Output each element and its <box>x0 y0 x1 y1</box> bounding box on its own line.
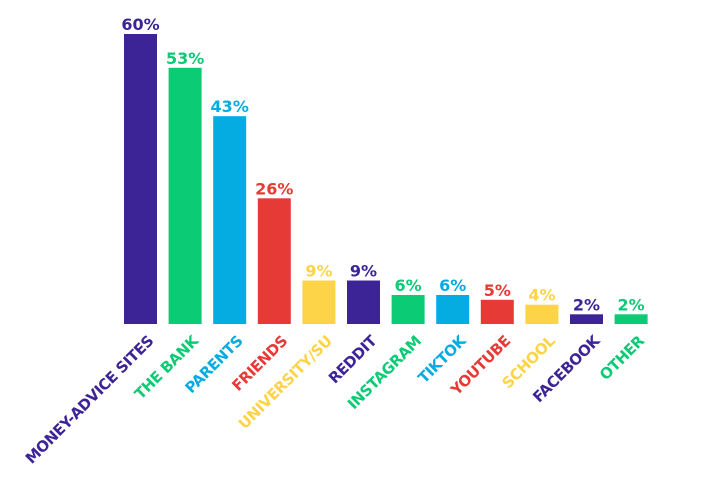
value-label-school: 4% <box>528 286 555 305</box>
bar-school <box>525 304 559 324</box>
bar-other <box>614 314 648 324</box>
value-label-the-bank: 53% <box>166 49 204 68</box>
bar-money-advice-sites <box>124 34 157 324</box>
value-label-money-advice-sites: 60% <box>121 15 159 34</box>
value-label-university-su: 9% <box>305 262 332 281</box>
bars-layer <box>124 34 648 325</box>
value-labels-layer: 60% 53% 43% 26% 9% 9% 6% 6% 5% 4% 2% 2% <box>121 15 644 314</box>
bar-youtube <box>480 299 514 324</box>
category-label-other: OTHER <box>596 331 648 383</box>
value-label-tiktok: 6% <box>439 276 466 295</box>
bar-tiktok <box>436 295 470 324</box>
value-label-parents: 43% <box>211 97 249 116</box>
bar-facebook <box>570 314 603 324</box>
value-label-youtube: 5% <box>484 281 511 300</box>
bar-reddit <box>347 280 380 324</box>
bar-university-su <box>302 280 336 324</box>
value-label-friends: 26% <box>255 179 293 198</box>
bar-instagram <box>391 295 425 324</box>
value-label-facebook: 2% <box>573 295 600 314</box>
value-label-other: 2% <box>618 295 645 314</box>
category-label-money-advice-sites: MONEY-ADVICE SITES <box>22 332 157 467</box>
bar-parents <box>213 116 247 324</box>
bar-friends <box>257 198 291 324</box>
value-label-reddit: 9% <box>350 262 377 281</box>
bar-the-bank <box>168 67 202 325</box>
value-label-instagram: 6% <box>395 276 422 295</box>
